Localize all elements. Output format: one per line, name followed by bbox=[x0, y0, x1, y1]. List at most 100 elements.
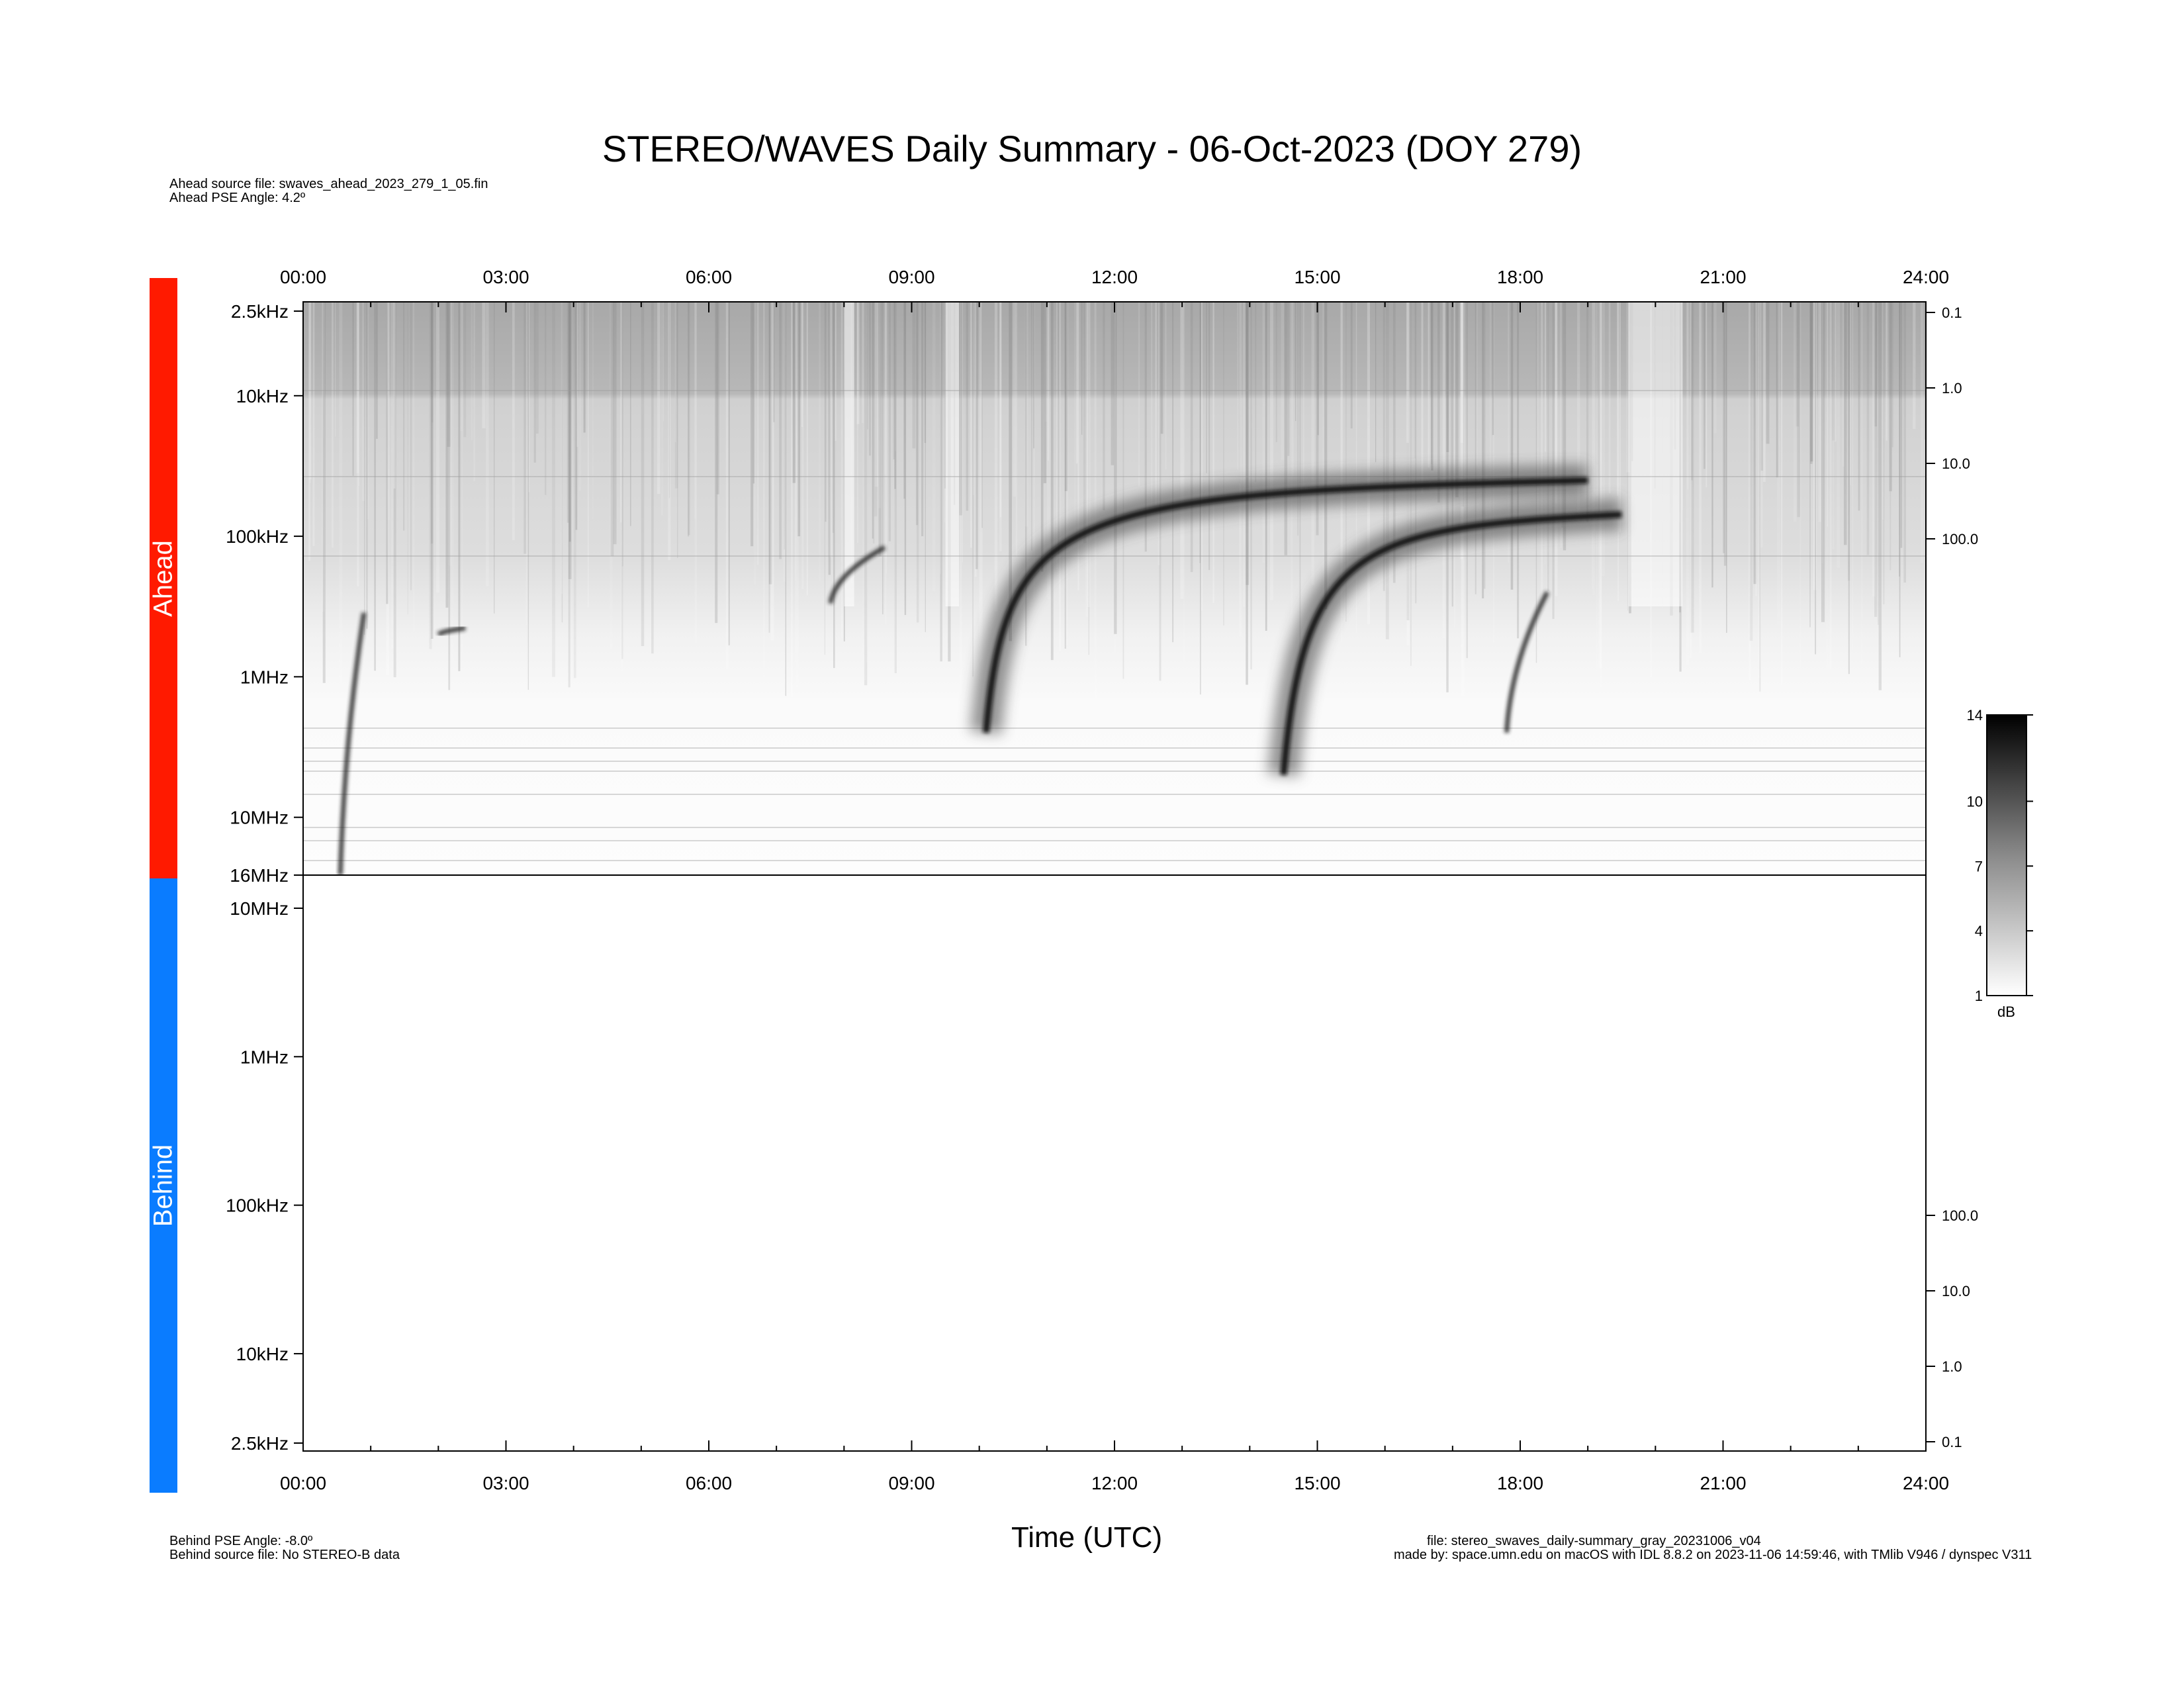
noise-column bbox=[362, 302, 365, 502]
noise-column bbox=[357, 302, 359, 586]
noise-column bbox=[1760, 302, 1763, 548]
noise-column bbox=[979, 302, 983, 661]
noise-column bbox=[621, 302, 623, 567]
noise-column bbox=[970, 302, 972, 548]
noise-column bbox=[921, 302, 924, 537]
noise-column bbox=[893, 302, 895, 460]
behind-y-tick-label: 10MHz bbox=[230, 898, 289, 919]
noise-column bbox=[1031, 302, 1032, 551]
noise-column bbox=[1536, 302, 1539, 530]
noise-column bbox=[1832, 302, 1835, 549]
radio-burst bbox=[982, 477, 1588, 733]
noise-column bbox=[1180, 302, 1184, 599]
quiet-band bbox=[1628, 302, 1662, 606]
radio-burst bbox=[1280, 511, 1622, 776]
noise-column bbox=[688, 302, 690, 536]
noise-column bbox=[1311, 302, 1314, 585]
noise-column bbox=[1392, 302, 1396, 583]
noise-column bbox=[458, 302, 461, 671]
noise-column bbox=[1776, 302, 1778, 478]
noise-column bbox=[886, 302, 887, 574]
page-title: STEREO/WAVES Daily Summary - 06-Oct-2023… bbox=[602, 128, 1582, 169]
noise-column bbox=[1889, 302, 1892, 492]
noise-column bbox=[1066, 302, 1069, 645]
noise-column bbox=[1087, 302, 1091, 608]
noise-column bbox=[912, 302, 916, 449]
behind-y-tick-label: 2.5kHz bbox=[231, 1433, 289, 1454]
x-tick-label-top: 12:00 bbox=[1091, 267, 1138, 287]
noise-column bbox=[1874, 302, 1877, 427]
noise-column bbox=[1602, 302, 1605, 577]
noise-column bbox=[1592, 302, 1595, 596]
noise-column bbox=[1847, 302, 1850, 581]
noise-column bbox=[1704, 302, 1706, 469]
noise-column bbox=[753, 302, 756, 585]
noise-column bbox=[367, 302, 369, 520]
noise-column bbox=[1460, 302, 1463, 559]
noise-column bbox=[523, 302, 527, 554]
noise-column bbox=[1586, 302, 1589, 522]
noise-column bbox=[1796, 302, 1799, 427]
noise-column bbox=[728, 302, 730, 645]
noise-column bbox=[872, 302, 874, 539]
x-tick-label-bottom: 00:00 bbox=[280, 1473, 326, 1493]
noise-column bbox=[1544, 302, 1546, 565]
noise-column bbox=[1882, 302, 1884, 520]
noise-column bbox=[974, 302, 977, 577]
noise-column bbox=[1626, 302, 1630, 473]
noise-column bbox=[312, 302, 315, 547]
noise-column bbox=[1561, 302, 1563, 528]
noise-column bbox=[904, 302, 907, 616]
noise-column bbox=[663, 302, 664, 422]
noise-column bbox=[1324, 302, 1328, 610]
noise-column bbox=[866, 302, 868, 663]
radio-burst bbox=[437, 626, 466, 637]
noise-column bbox=[1431, 302, 1433, 471]
noise-column bbox=[366, 302, 368, 629]
noise-column bbox=[1860, 302, 1863, 665]
noise-column bbox=[801, 302, 804, 589]
noise-column bbox=[430, 302, 433, 544]
noise-column bbox=[449, 302, 452, 566]
noise-column bbox=[797, 302, 801, 537]
noise-column bbox=[1755, 302, 1757, 596]
noise-column bbox=[533, 302, 536, 463]
noise-column bbox=[1111, 302, 1115, 465]
noise-column bbox=[1033, 302, 1035, 600]
noise-column bbox=[583, 302, 586, 433]
noise-column bbox=[1013, 302, 1017, 497]
x-tick-label-bottom: 18:00 bbox=[1497, 1473, 1543, 1493]
noise-column bbox=[1190, 302, 1193, 573]
noise-column bbox=[1239, 302, 1241, 484]
noise-column bbox=[1122, 302, 1124, 679]
noise-column bbox=[1103, 302, 1105, 510]
noise-column bbox=[1723, 302, 1725, 553]
noise-column bbox=[1793, 302, 1797, 522]
noise-column bbox=[972, 302, 975, 495]
noise-column bbox=[486, 302, 489, 586]
noise-column bbox=[940, 302, 941, 575]
file-info: file: stereo_swaves_daily-summary_gray_2… bbox=[1427, 1534, 1761, 1548]
noise-column bbox=[768, 302, 770, 633]
noise-column bbox=[1270, 302, 1273, 600]
noise-column bbox=[1406, 302, 1410, 620]
behind-right-tick-label: 100.0 bbox=[1942, 1207, 1978, 1224]
noise-column bbox=[1199, 302, 1201, 563]
noise-column bbox=[1547, 302, 1549, 591]
made-by-info: made by: space.umn.edu on macOS with IDL… bbox=[1394, 1548, 2032, 1562]
noise-column bbox=[1899, 302, 1901, 657]
quiet-band bbox=[945, 302, 960, 606]
noise-column bbox=[884, 302, 887, 475]
noise-column bbox=[568, 302, 570, 688]
x-tick-label-top: 09:00 bbox=[888, 267, 934, 287]
quiet-band bbox=[844, 302, 854, 606]
noise-column bbox=[916, 302, 919, 623]
noise-column bbox=[1592, 302, 1594, 589]
noise-column bbox=[1510, 302, 1514, 590]
noise-column bbox=[940, 302, 942, 662]
noise-column bbox=[1421, 302, 1424, 493]
noise-column bbox=[1598, 302, 1602, 669]
noise-column bbox=[1158, 302, 1160, 565]
noise-column bbox=[1475, 302, 1477, 594]
noise-column bbox=[1284, 302, 1288, 555]
